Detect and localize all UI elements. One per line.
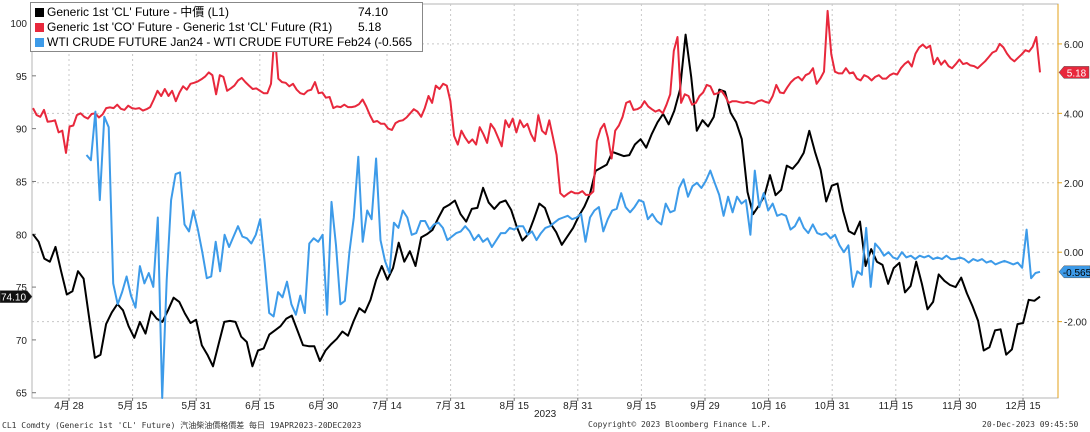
- last-value-co-spread-text: 5.18: [1067, 68, 1087, 79]
- gridlines: [31, 3, 1059, 399]
- x-tick-label: 6月 30: [309, 400, 339, 412]
- plot-frame: [31, 3, 1059, 399]
- cl-price-line: [32, 33, 1041, 368]
- right-tick-label: 4.00: [1064, 109, 1084, 120]
- x-tick-label: 4月 28: [54, 400, 84, 412]
- last-value-labels: 74.10 5.18 -0.565: [0, 66, 1090, 304]
- left-tick-label: 65: [16, 389, 28, 400]
- x-axis: 4月 28 5月 15 5月 31 6月 15 6月 30 7月 14 7月 31 8月 15…: [54, 398, 1041, 412]
- last-value-wti-spread-text: -0.565: [1063, 268, 1090, 279]
- legend-series-name: WTI CRUDE FUTURE Jan24 - WTI CRUDE FUTUR…: [47, 35, 378, 49]
- series-layer: [32, 9, 1041, 399]
- left-tick-label: 85: [16, 177, 28, 188]
- co-cl-spread-line: [32, 9, 1041, 198]
- legend-swatch-black: [35, 8, 44, 17]
- legend: Generic 1st 'CL' Future - 中價 (L1) 74.10 …: [30, 2, 423, 52]
- legend-series-name: Generic 1st 'CO' Future - Generic 1st 'C…: [47, 20, 333, 34]
- right-tick-label: 0.00: [1064, 248, 1084, 259]
- left-tick-label: 70: [16, 336, 28, 347]
- left-tick-label: 90: [16, 125, 28, 136]
- right-tick-label: -2.00: [1064, 318, 1087, 329]
- last-value-co-spread: 5.18: [1058, 66, 1090, 79]
- legend-series-value: 5.18: [358, 20, 382, 34]
- right-tick-label: 6.00: [1064, 40, 1084, 51]
- x-tick-label: 12月 15: [1005, 400, 1040, 412]
- last-value-wti-spread-box: [1058, 265, 1090, 279]
- last-value-cl-text: 74.10: [1, 293, 26, 304]
- legend-swatch-blue: [35, 38, 44, 47]
- wti-calendar-spread-line: [85, 110, 1041, 399]
- x-tick-label: 5月 31: [181, 400, 211, 412]
- left-tick-label: 75: [16, 283, 28, 294]
- legend-series-value: -0.565: [378, 35, 413, 49]
- x-tick-label: 10月 31: [815, 400, 850, 412]
- left-axis: 65 70 75 80 85 90 95 100: [10, 19, 36, 400]
- footer-right: 20-Dec-2023 09:45:50: [982, 420, 1079, 429]
- legend-row-wti-spread: WTI CRUDE FUTURE Jan24 - WTI CRUDE FUTUR…: [35, 35, 418, 50]
- x-tick-label: 11月 30: [942, 400, 977, 412]
- legend-row-cl: Generic 1st 'CL' Future - 中價 (L1) 74.10: [35, 5, 418, 20]
- x-tick-label: 10月 16: [751, 400, 786, 412]
- x-tick-label: 7月 31: [436, 400, 466, 412]
- x-tick-label: 9月 15: [627, 400, 657, 412]
- x-axis-year-label: 2023: [534, 409, 557, 420]
- left-tick-label: 100: [10, 19, 27, 30]
- legend-series-value: 74.10: [358, 5, 389, 19]
- legend-series-name: Generic 1st 'CL' Future - 中價 (L1): [47, 5, 229, 19]
- x-tick-label: 8月 31: [563, 400, 593, 412]
- x-tick-label: 11月 15: [879, 400, 914, 412]
- last-value-cl: 74.10: [0, 290, 33, 304]
- x-tick-label: 6月 15: [245, 400, 275, 412]
- left-tick-label: 95: [16, 72, 28, 83]
- legend-row-co-spread: Generic 1st 'CO' Future - Generic 1st 'C…: [35, 20, 418, 35]
- right-axis: -2.00 0.00 2.00 4.00 6.00: [1057, 4, 1087, 398]
- x-tick-label: 9月 29: [690, 400, 720, 412]
- x-tick-label: 7月 14: [372, 400, 402, 412]
- right-tick-label: 2.00: [1064, 179, 1084, 190]
- legend-swatch-red: [35, 23, 44, 32]
- footer-left: CL1 Comdty (Generic 1st 'CL' Future) 汽油柴…: [2, 421, 362, 430]
- last-value-co-spread-box: [1058, 66, 1090, 79]
- x-tick-label: 5月 15: [118, 400, 148, 412]
- last-value-wti-spread: -0.565: [1058, 265, 1090, 279]
- left-tick-label: 80: [16, 230, 28, 241]
- x-tick-label: 8月 15: [499, 400, 529, 412]
- last-value-cl-box: [0, 290, 33, 303]
- footer-center: Copyright© 2023 Bloomberg Finance L.P.: [588, 420, 772, 429]
